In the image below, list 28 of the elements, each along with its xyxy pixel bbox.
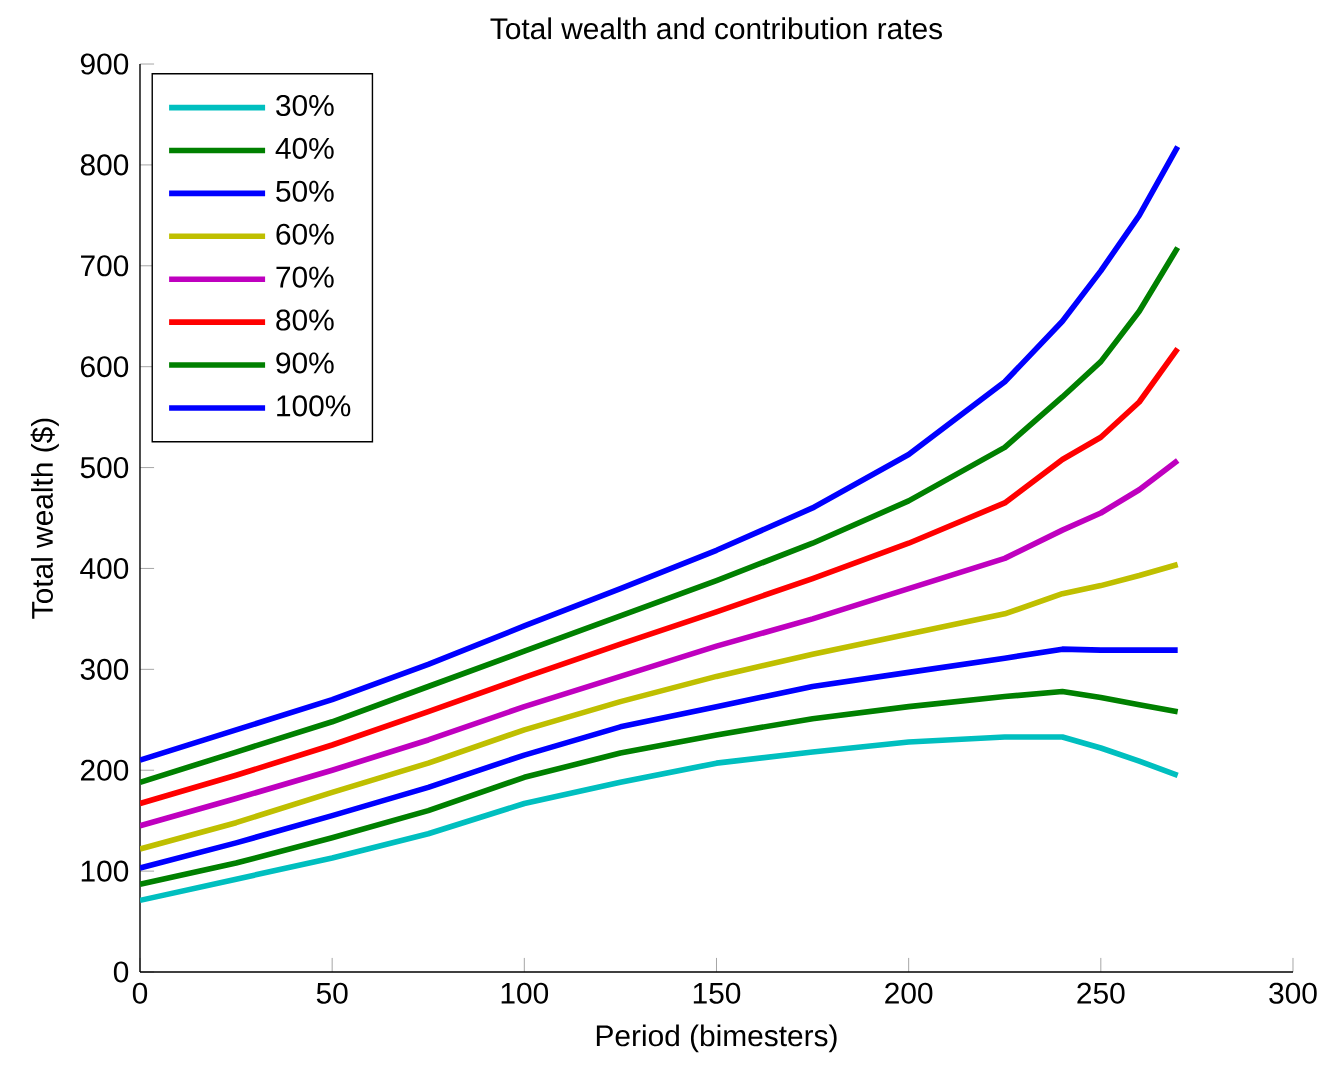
legend-label: 100% bbox=[277, 395, 351, 417]
legend-label: 80% bbox=[276, 309, 334, 331]
y-tick-label: 600 bbox=[81, 356, 129, 378]
x-tick-label: 50 bbox=[316, 982, 348, 1004]
y-axis-title: Total wealth ($) bbox=[30, 418, 59, 619]
x-tick-label: 100 bbox=[501, 982, 549, 1004]
y-tick-label: 0 bbox=[113, 961, 129, 983]
legend-label: 70% bbox=[276, 266, 334, 288]
y-tick-label: 300 bbox=[80, 658, 129, 680]
y-tick-label: 500 bbox=[80, 457, 129, 479]
y-tick-label: 100 bbox=[81, 860, 129, 882]
legend-label: 50% bbox=[276, 180, 334, 202]
x-axis-title: Period (bimesters) bbox=[596, 1024, 837, 1053]
y-tick-label: 800 bbox=[80, 154, 129, 176]
x-tick-label: 250 bbox=[1077, 982, 1125, 1004]
y-tick-label: 700 bbox=[81, 255, 129, 277]
x-tick-label: 150 bbox=[693, 982, 741, 1004]
y-tick-label: 900 bbox=[80, 53, 129, 75]
x-tick-label: 300 bbox=[1269, 982, 1317, 1004]
y-tick-label: 200 bbox=[80, 759, 129, 781]
y-tick-label: 400 bbox=[80, 557, 129, 580]
legend-label: 60% bbox=[276, 223, 334, 245]
x-tick-label: 200 bbox=[885, 982, 933, 1004]
legend-label: 40% bbox=[275, 137, 334, 159]
legend-label: 90% bbox=[276, 352, 334, 374]
chart-title: Total wealth and contribution rates bbox=[490, 17, 942, 40]
legend-label: 30% bbox=[276, 94, 334, 117]
x-tick-label: 0 bbox=[132, 982, 148, 1004]
